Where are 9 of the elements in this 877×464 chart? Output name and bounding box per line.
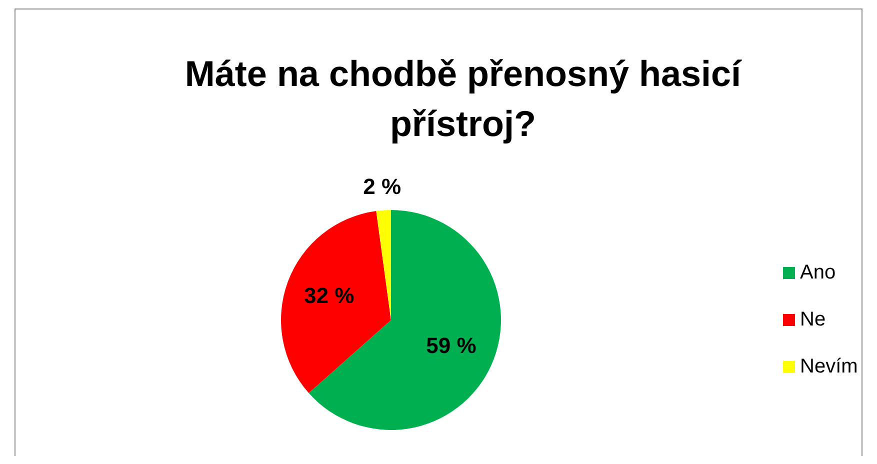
- pie-slice: [281, 211, 391, 394]
- chart-title: Máte na chodbě přenosný hasicí přístroj?: [184, 53, 742, 144]
- data-label: 2 %: [363, 174, 402, 200]
- data-label: 32 %: [304, 282, 354, 308]
- pie-slice: [376, 210, 391, 320]
- data-label: 59 %: [426, 332, 476, 358]
- legend-label: Ano: [800, 261, 836, 284]
- legend-label: Nevím: [800, 355, 858, 378]
- legend-label: Ne: [800, 308, 826, 330]
